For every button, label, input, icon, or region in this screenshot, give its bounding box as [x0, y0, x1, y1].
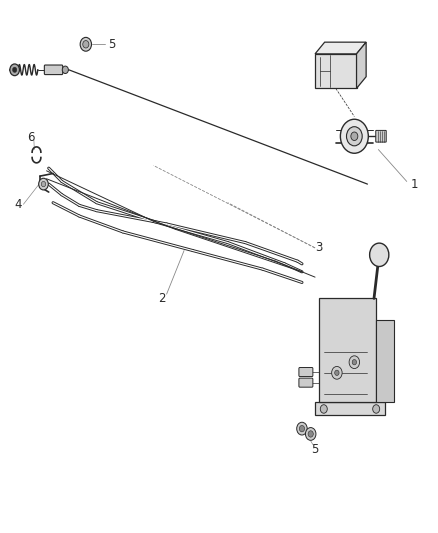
Text: 5: 5 [311, 443, 319, 456]
FancyBboxPatch shape [299, 378, 313, 387]
Circle shape [305, 427, 316, 440]
Text: 3: 3 [315, 241, 322, 254]
Circle shape [335, 370, 339, 375]
Circle shape [62, 66, 68, 74]
Polygon shape [319, 298, 376, 402]
Circle shape [340, 119, 368, 154]
Circle shape [373, 405, 380, 413]
Text: 5: 5 [109, 38, 116, 51]
Circle shape [349, 356, 360, 368]
Circle shape [83, 41, 89, 48]
Circle shape [346, 127, 362, 146]
FancyBboxPatch shape [299, 368, 313, 376]
FancyBboxPatch shape [376, 131, 386, 142]
Text: 4: 4 [14, 198, 22, 211]
Circle shape [80, 37, 92, 51]
Circle shape [351, 132, 358, 141]
Circle shape [332, 367, 342, 379]
Circle shape [12, 67, 17, 72]
Text: 1: 1 [410, 177, 418, 191]
Circle shape [39, 178, 48, 190]
FancyBboxPatch shape [44, 65, 63, 75]
Circle shape [352, 360, 357, 365]
Polygon shape [376, 320, 394, 402]
Text: 6: 6 [27, 131, 34, 144]
Circle shape [370, 243, 389, 266]
Circle shape [299, 425, 304, 432]
Circle shape [308, 431, 313, 437]
Polygon shape [315, 402, 385, 415]
Circle shape [41, 181, 46, 187]
Circle shape [297, 422, 307, 435]
Polygon shape [357, 42, 366, 88]
Polygon shape [315, 54, 357, 88]
Circle shape [10, 64, 19, 76]
Polygon shape [315, 42, 366, 54]
Text: 2: 2 [159, 292, 166, 305]
Circle shape [320, 405, 327, 413]
